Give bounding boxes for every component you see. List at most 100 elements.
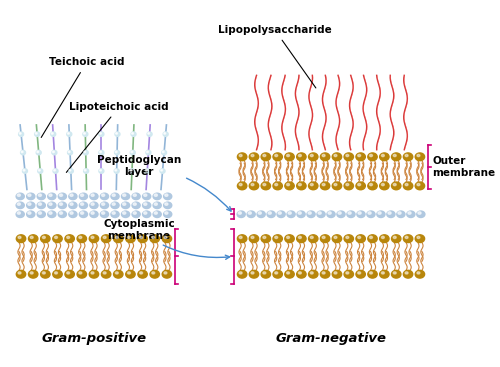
Ellipse shape — [408, 212, 411, 214]
Ellipse shape — [358, 155, 360, 157]
Ellipse shape — [388, 212, 391, 214]
Ellipse shape — [52, 133, 53, 134]
Ellipse shape — [145, 169, 150, 173]
Ellipse shape — [405, 236, 408, 239]
Ellipse shape — [132, 211, 140, 218]
Ellipse shape — [66, 272, 70, 274]
Ellipse shape — [346, 236, 349, 239]
Ellipse shape — [122, 194, 126, 196]
Ellipse shape — [273, 153, 282, 161]
Ellipse shape — [358, 236, 360, 239]
Ellipse shape — [392, 153, 401, 161]
Ellipse shape — [322, 236, 325, 239]
Ellipse shape — [38, 169, 42, 173]
Ellipse shape — [114, 169, 119, 173]
Ellipse shape — [84, 151, 86, 153]
Ellipse shape — [133, 194, 136, 196]
Ellipse shape — [251, 184, 254, 186]
Ellipse shape — [415, 153, 424, 161]
Ellipse shape — [100, 211, 108, 218]
Ellipse shape — [370, 155, 372, 157]
Ellipse shape — [368, 153, 377, 161]
Ellipse shape — [153, 202, 161, 208]
Ellipse shape — [356, 270, 366, 278]
Ellipse shape — [273, 270, 282, 278]
Ellipse shape — [308, 212, 312, 214]
Ellipse shape — [322, 272, 325, 274]
Ellipse shape — [60, 212, 62, 214]
Ellipse shape — [394, 272, 396, 274]
Ellipse shape — [251, 155, 254, 157]
Ellipse shape — [380, 235, 389, 243]
Ellipse shape — [394, 236, 396, 239]
Ellipse shape — [40, 235, 50, 243]
Ellipse shape — [140, 236, 142, 239]
Ellipse shape — [368, 270, 377, 278]
Text: Teichoic acid: Teichoic acid — [41, 57, 124, 138]
Ellipse shape — [100, 193, 108, 200]
Ellipse shape — [267, 211, 275, 218]
Ellipse shape — [165, 203, 168, 205]
Ellipse shape — [80, 193, 88, 200]
Ellipse shape — [152, 236, 154, 239]
Ellipse shape — [296, 153, 306, 161]
Ellipse shape — [368, 212, 371, 214]
Ellipse shape — [238, 212, 242, 214]
Ellipse shape — [296, 182, 306, 190]
Ellipse shape — [48, 193, 56, 200]
Ellipse shape — [49, 203, 52, 205]
Ellipse shape — [99, 132, 104, 137]
Ellipse shape — [382, 155, 384, 157]
Ellipse shape — [382, 184, 384, 186]
Ellipse shape — [334, 184, 337, 186]
Ellipse shape — [380, 270, 389, 278]
Ellipse shape — [42, 236, 45, 239]
Ellipse shape — [310, 184, 313, 186]
Ellipse shape — [160, 170, 162, 171]
Ellipse shape — [405, 272, 408, 274]
Ellipse shape — [54, 170, 56, 171]
Ellipse shape — [380, 182, 389, 190]
Ellipse shape — [128, 272, 130, 274]
Ellipse shape — [261, 153, 270, 161]
Ellipse shape — [346, 184, 349, 186]
Ellipse shape — [320, 153, 330, 161]
Ellipse shape — [154, 194, 158, 196]
Text: Lipopolysaccharide: Lipopolysaccharide — [218, 25, 332, 88]
Ellipse shape — [273, 235, 282, 243]
Ellipse shape — [382, 272, 384, 274]
Ellipse shape — [344, 182, 354, 190]
Ellipse shape — [26, 211, 35, 218]
Ellipse shape — [415, 270, 424, 278]
Ellipse shape — [263, 155, 266, 157]
Ellipse shape — [21, 151, 23, 153]
Ellipse shape — [30, 272, 33, 274]
Ellipse shape — [162, 270, 172, 278]
Text: Gram-negative: Gram-negative — [276, 332, 386, 345]
Ellipse shape — [368, 182, 377, 190]
Ellipse shape — [238, 270, 247, 278]
Ellipse shape — [102, 212, 104, 214]
Ellipse shape — [122, 212, 126, 214]
Ellipse shape — [60, 203, 62, 205]
Ellipse shape — [133, 203, 136, 205]
Ellipse shape — [122, 193, 130, 200]
Ellipse shape — [84, 133, 86, 134]
Ellipse shape — [162, 235, 172, 243]
Ellipse shape — [417, 236, 420, 239]
Ellipse shape — [132, 133, 134, 134]
Ellipse shape — [90, 270, 98, 278]
Ellipse shape — [69, 193, 77, 200]
Ellipse shape — [52, 150, 57, 155]
Ellipse shape — [274, 155, 278, 157]
Ellipse shape — [122, 202, 130, 208]
Ellipse shape — [320, 182, 330, 190]
Ellipse shape — [394, 155, 396, 157]
Ellipse shape — [18, 272, 21, 274]
Ellipse shape — [36, 150, 41, 155]
Ellipse shape — [146, 150, 151, 155]
Ellipse shape — [318, 212, 322, 214]
Ellipse shape — [251, 236, 254, 239]
Ellipse shape — [68, 151, 70, 153]
Ellipse shape — [296, 270, 306, 278]
